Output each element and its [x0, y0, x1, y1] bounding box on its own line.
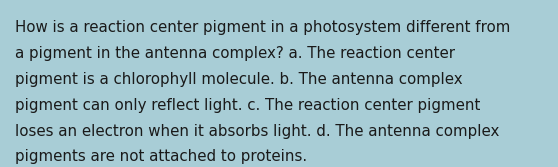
Text: loses an electron when it absorbs light. d. The antenna complex: loses an electron when it absorbs light.…	[15, 124, 499, 139]
Text: pigments are not attached to proteins.: pigments are not attached to proteins.	[15, 149, 307, 164]
Text: pigment is a chlorophyll molecule. b. The antenna complex: pigment is a chlorophyll molecule. b. Th…	[15, 72, 463, 87]
Text: pigment can only reflect light. c. The reaction center pigment: pigment can only reflect light. c. The r…	[15, 98, 480, 113]
Text: a pigment in the antenna complex? a. The reaction center: a pigment in the antenna complex? a. The…	[15, 46, 455, 61]
Text: How is a reaction center pigment in a photosystem different from: How is a reaction center pigment in a ph…	[15, 20, 511, 35]
